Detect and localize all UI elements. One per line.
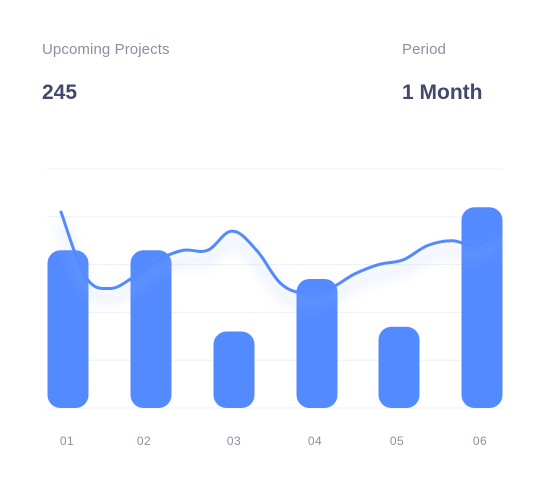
period-label: Period: [402, 41, 446, 58]
x-tick-01: 01: [60, 434, 74, 448]
bar-05: [378, 326, 420, 408]
upcoming-projects-label: Upcoming Projects: [42, 41, 170, 58]
x-tick-02: 02: [137, 434, 151, 448]
x-tick-05: 05: [390, 434, 404, 448]
bar-04: [296, 278, 338, 408]
line-shadow: [58, 220, 503, 307]
bar-02: [130, 250, 172, 408]
bar-06: [461, 207, 503, 408]
line-series: [59, 210, 503, 295]
bar-01: [47, 250, 89, 408]
x-tick-04: 04: [308, 434, 322, 448]
period-value: 1 Month: [402, 81, 483, 104]
upcoming-projects-value: 245: [42, 81, 78, 104]
x-tick-06: 06: [473, 434, 487, 448]
x-tick-03: 03: [227, 434, 241, 448]
bar-03: [213, 331, 255, 408]
